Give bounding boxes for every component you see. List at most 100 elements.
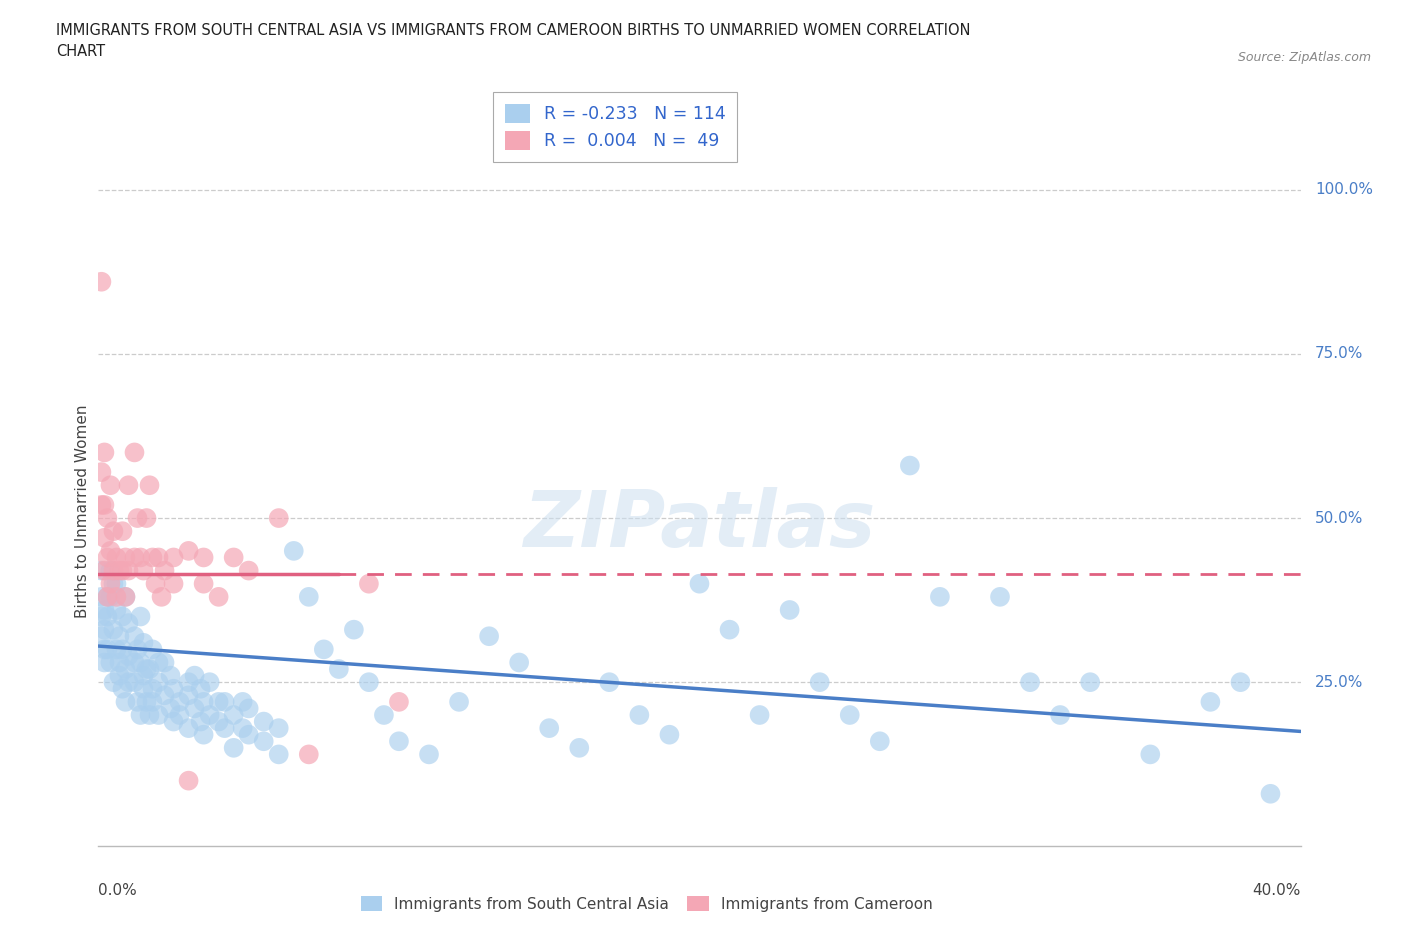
Point — [238, 564, 260, 578]
Point — [96, 550, 118, 565]
Point — [124, 629, 146, 644]
Point — [267, 747, 290, 762]
Point — [111, 682, 134, 697]
Point — [478, 629, 501, 644]
Point — [208, 695, 231, 710]
Text: 75.0%: 75.0% — [1315, 347, 1364, 362]
Point — [148, 675, 170, 690]
Point — [129, 655, 152, 670]
Point — [162, 577, 184, 591]
Point — [105, 642, 128, 657]
Point — [93, 530, 115, 545]
Point — [193, 727, 215, 742]
Point — [238, 727, 260, 742]
Point — [100, 543, 122, 558]
Point — [103, 577, 125, 591]
Point — [93, 564, 115, 578]
Point — [177, 721, 200, 736]
Point — [100, 564, 122, 578]
Point — [103, 564, 125, 578]
Point — [114, 695, 136, 710]
Point — [538, 721, 561, 736]
Point — [93, 622, 115, 637]
Text: ZIPatlas: ZIPatlas — [523, 487, 876, 563]
Point — [105, 590, 128, 604]
Point — [96, 590, 118, 604]
Point — [253, 714, 276, 729]
Point — [1229, 675, 1251, 690]
Point — [96, 642, 118, 657]
Point — [138, 661, 160, 676]
Point — [267, 511, 290, 525]
Text: 25.0%: 25.0% — [1315, 674, 1364, 690]
Point — [222, 740, 245, 755]
Point — [222, 550, 245, 565]
Point — [214, 695, 236, 710]
Point — [93, 655, 115, 670]
Point — [148, 550, 170, 565]
Point — [283, 543, 305, 558]
Point — [135, 661, 157, 676]
Point — [208, 714, 231, 729]
Point — [135, 695, 157, 710]
Point — [117, 478, 139, 493]
Y-axis label: Births to Unmarried Women: Births to Unmarried Women — [75, 405, 90, 618]
Point — [357, 577, 380, 591]
Point — [159, 701, 181, 716]
Point — [169, 695, 191, 710]
Point — [838, 708, 860, 723]
Point — [93, 642, 115, 657]
Point — [1078, 675, 1101, 690]
Point — [108, 655, 131, 670]
Point — [108, 668, 131, 683]
Point — [198, 675, 221, 690]
Point — [90, 609, 112, 624]
Point — [108, 629, 131, 644]
Point — [1260, 787, 1282, 802]
Point — [90, 498, 112, 512]
Point — [100, 478, 122, 493]
Point — [1019, 675, 1042, 690]
Point — [183, 668, 205, 683]
Point — [96, 590, 118, 604]
Point — [93, 445, 115, 459]
Point — [141, 550, 163, 565]
Point — [90, 629, 112, 644]
Point — [96, 511, 118, 525]
Point — [117, 616, 139, 631]
Point — [124, 445, 146, 459]
Point — [388, 695, 411, 710]
Point — [929, 590, 952, 604]
Point — [114, 590, 136, 604]
Point — [508, 655, 530, 670]
Point — [96, 609, 118, 624]
Point — [117, 564, 139, 578]
Point — [103, 524, 125, 538]
Point — [238, 701, 260, 716]
Text: 50.0%: 50.0% — [1315, 511, 1364, 525]
Point — [129, 708, 152, 723]
Point — [328, 661, 350, 676]
Point — [748, 708, 770, 723]
Point — [568, 740, 591, 755]
Point — [222, 708, 245, 723]
Point — [132, 668, 155, 683]
Point — [90, 564, 112, 578]
Point — [183, 701, 205, 716]
Point — [90, 465, 112, 480]
Point — [114, 661, 136, 676]
Point — [93, 603, 115, 618]
Point — [129, 609, 152, 624]
Point — [114, 550, 136, 565]
Point — [148, 655, 170, 670]
Point — [214, 721, 236, 736]
Point — [177, 688, 200, 703]
Text: 100.0%: 100.0% — [1315, 182, 1374, 197]
Point — [162, 550, 184, 565]
Point — [117, 675, 139, 690]
Point — [688, 577, 710, 591]
Point — [111, 609, 134, 624]
Point — [193, 695, 215, 710]
Point — [779, 603, 801, 618]
Point — [312, 642, 335, 657]
